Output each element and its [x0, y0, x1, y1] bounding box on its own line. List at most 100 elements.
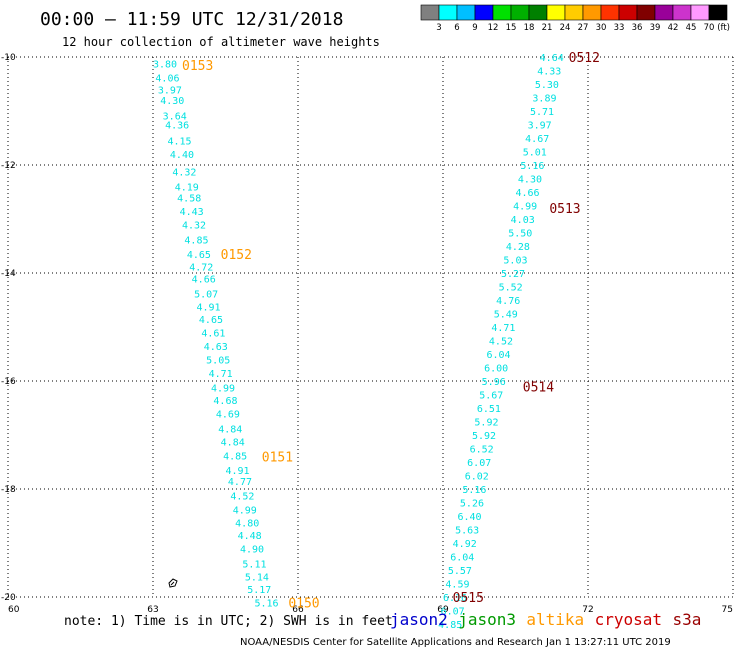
swh-value: 5.71 [530, 107, 554, 118]
swh-value: 4.30 [518, 175, 542, 186]
swh-value: 4.85 [223, 452, 247, 463]
swh-value: 4.65 [199, 315, 223, 326]
legend-label: 27 [578, 23, 589, 33]
swh-value: 4.36 [165, 121, 189, 132]
swh-value: 4.99 [211, 383, 235, 394]
legend-swatch [636, 4, 656, 21]
swh-value: 4.40 [170, 150, 194, 161]
swh-value: 3.89 [532, 94, 556, 105]
axis-ticks: -10 -12 -14 -16 -18 -20 60 63 66 69 72 75 [1, 53, 733, 615]
swh-value: 3.80 [153, 59, 177, 70]
satellite-legend: jason2 jason3 altika cryosat s3a [390, 610, 701, 629]
swh-value: 4.28 [506, 242, 530, 253]
legend-swatch [690, 4, 710, 21]
swh-value: 6.40 [458, 512, 482, 523]
swh-value: 4.85 [184, 236, 208, 247]
swh-value: 5.14 [245, 572, 269, 583]
legend-swatch [546, 4, 566, 21]
pass-time-label: 0153 [182, 59, 213, 74]
swh-value: 6.51 [477, 404, 501, 415]
swh-value: 4.65 [187, 250, 211, 261]
legend-swatch [456, 4, 476, 21]
swh-value: 6.07 [467, 458, 491, 469]
y-tick-label: -16 [1, 377, 16, 387]
swh-value: 4.77 [228, 477, 252, 488]
swh-value: 4.85 [438, 620, 462, 631]
swh-value: 3.97 [528, 121, 552, 132]
swh-value: 4.71 [491, 323, 515, 334]
pass-time-label: 0515 [453, 591, 484, 606]
swh-value: 5.96 [482, 377, 506, 388]
swh-value: 5.52 [499, 283, 523, 294]
legend-label: 12 [488, 23, 499, 33]
legend-swatch [708, 4, 728, 21]
y-tick-label: -12 [1, 161, 16, 171]
legend-label: 9 [472, 23, 477, 33]
swh-value: 4.61 [201, 328, 225, 339]
swh-value: 6.16 [443, 593, 467, 604]
legend-label: 36 [632, 23, 643, 33]
legend-label: 39 [650, 23, 661, 33]
legend-swatch [672, 4, 692, 21]
swh-value: 4.76 [496, 296, 520, 307]
swh-value: 4.72 [189, 263, 213, 274]
swh-value: 6.00 [484, 364, 508, 375]
x-tick-label: 75 [722, 605, 733, 615]
y-tick-label: -20 [1, 593, 16, 603]
swh-value: 5.67 [479, 391, 503, 402]
legend-unit: (ft) [717, 23, 730, 33]
swh-value: 4.32 [182, 220, 206, 231]
swh-value: 4.52 [230, 491, 254, 502]
legend-label: 24 [560, 23, 571, 33]
swh-value: 4.59 [445, 580, 469, 591]
credit-line: NOAA/NESDIS Center for Satellite Applica… [240, 637, 671, 648]
legend-swatch [492, 4, 512, 21]
island-outline [168, 578, 178, 588]
legend-swatch [618, 4, 638, 21]
legend-label: 33 [614, 23, 625, 33]
swh-value: 4.52 [489, 337, 513, 348]
swh-value: 4.92 [453, 539, 477, 550]
swh-value: 4.99 [513, 202, 537, 213]
swh-value: 4.33 [537, 67, 561, 78]
y-tick-label: -10 [1, 53, 16, 63]
legend-swatch [564, 4, 584, 21]
x-tick-label: 60 [8, 605, 20, 615]
swh-value: 4.80 [235, 518, 259, 529]
legend-label: 42 [668, 23, 679, 33]
swh-value: 5.16 [520, 161, 544, 172]
swh-value: 4.99 [233, 506, 257, 517]
pass-time-label: 0151 [262, 451, 293, 466]
swh-value: 6.04 [450, 553, 474, 564]
plot-grid [7, 56, 734, 598]
legend-label: 18 [524, 23, 535, 33]
pass-time-label: 0513 [549, 202, 580, 217]
swh-value: 5.63 [455, 526, 479, 537]
swh-value: 3.64 [163, 111, 187, 122]
swh-value: 4.19 [175, 183, 199, 194]
swh-value: 5.01 [523, 148, 547, 159]
swh-value: 3.97 [158, 85, 182, 96]
swh-value: 4.30 [160, 96, 184, 107]
satellite-name: jason3 [458, 610, 516, 629]
pass-time-label: 0514 [523, 380, 554, 395]
swh-value: 4.64 [540, 53, 564, 64]
swh-value: 5.49 [494, 310, 518, 321]
satellite-name: s3a [673, 610, 702, 629]
swh-value: 5.92 [474, 418, 498, 429]
swh-value: 4.48 [238, 531, 262, 542]
legend-swatch [438, 4, 458, 21]
swh-value: 4.71 [209, 369, 233, 380]
units-note: note: 1) Time is in UTC; 2) SWH is in fe… [64, 614, 393, 629]
satellite-name: altika [526, 610, 584, 629]
swh-value: 4.66 [192, 274, 216, 285]
swh-value: 4.91 [226, 466, 250, 477]
pass-time-label: 0512 [569, 51, 600, 66]
swh-value: 5.03 [503, 256, 527, 267]
swh-value: 4.91 [197, 302, 221, 313]
swh-value: 4.69 [216, 409, 240, 420]
x-tick-label: 63 [147, 605, 158, 615]
y-tick-label: -14 [1, 269, 16, 279]
swh-value: 4.67 [525, 134, 549, 145]
